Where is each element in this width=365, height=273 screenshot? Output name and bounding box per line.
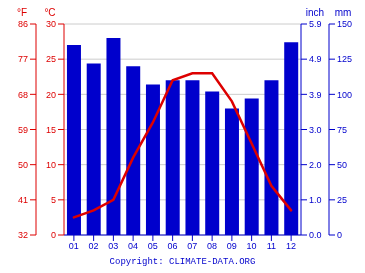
svg-text:02: 02 xyxy=(89,241,99,251)
svg-text:03: 03 xyxy=(108,241,118,251)
svg-text:4.9: 4.9 xyxy=(309,54,322,64)
svg-text:25: 25 xyxy=(46,54,56,64)
svg-text:75: 75 xyxy=(337,125,347,135)
svg-text:0: 0 xyxy=(51,230,56,240)
svg-text:05: 05 xyxy=(148,241,158,251)
svg-text:11: 11 xyxy=(267,241,276,251)
svg-text:06: 06 xyxy=(168,241,178,251)
svg-text:30: 30 xyxy=(46,19,56,29)
svg-text:01: 01 xyxy=(69,241,79,251)
svg-text:12: 12 xyxy=(286,241,296,251)
svg-text:86: 86 xyxy=(18,19,28,29)
svg-text:41: 41 xyxy=(18,195,28,205)
svg-text:1.0: 1.0 xyxy=(309,195,322,205)
svg-text:5.9: 5.9 xyxy=(309,19,322,29)
html-text:Copyright: CLIMATE-DATA.ORG: Copyright: CLIMATE-DATA.ORG xyxy=(109,257,256,267)
svg-text:32: 32 xyxy=(18,230,28,240)
svg-text:2.0: 2.0 xyxy=(309,160,322,170)
svg-text:inch: inch xyxy=(306,7,324,18)
svg-text:°F: °F xyxy=(17,7,27,18)
svg-text:59: 59 xyxy=(18,125,28,135)
svg-text:5: 5 xyxy=(51,195,56,205)
svg-text:08: 08 xyxy=(207,241,217,251)
svg-text:3.9: 3.9 xyxy=(309,90,322,100)
svg-text:100: 100 xyxy=(337,90,352,100)
svg-text:25: 25 xyxy=(337,195,347,205)
svg-text:09: 09 xyxy=(227,241,237,251)
svg-text:125: 125 xyxy=(337,54,352,64)
svg-text:10: 10 xyxy=(247,241,257,251)
svg-text:50: 50 xyxy=(337,160,347,170)
svg-text:0.0: 0.0 xyxy=(309,230,322,240)
svg-text:20: 20 xyxy=(46,90,56,100)
svg-text:10: 10 xyxy=(46,160,56,170)
svg-text:150: 150 xyxy=(337,19,352,29)
svg-text:15: 15 xyxy=(46,125,56,135)
svg-text:3.0: 3.0 xyxy=(309,125,322,135)
svg-text:50: 50 xyxy=(18,160,28,170)
svg-text:04: 04 xyxy=(128,241,138,251)
svg-text:77: 77 xyxy=(18,54,28,64)
svg-text:°C: °C xyxy=(44,7,55,18)
svg-text:68: 68 xyxy=(18,90,28,100)
svg-text:0: 0 xyxy=(337,230,342,240)
svg-text:mm: mm xyxy=(335,7,352,18)
svg-text:07: 07 xyxy=(187,241,197,251)
